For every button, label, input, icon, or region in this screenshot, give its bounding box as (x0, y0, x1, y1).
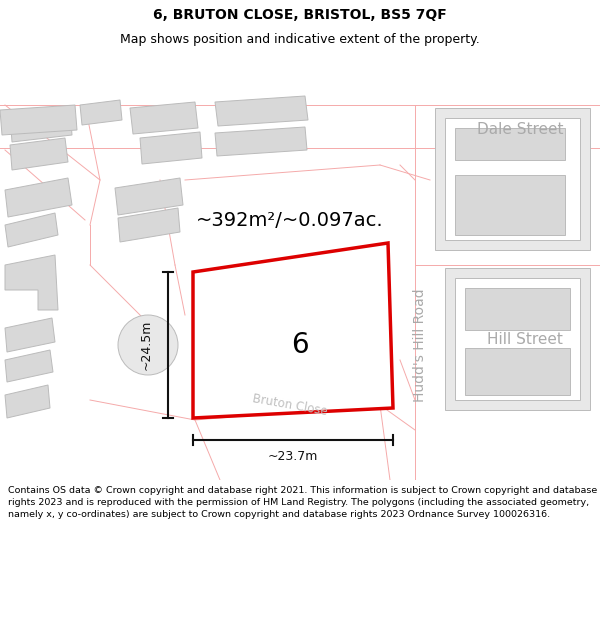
Circle shape (118, 315, 178, 375)
Polygon shape (240, 298, 320, 385)
Polygon shape (445, 268, 590, 410)
Polygon shape (5, 178, 72, 217)
Polygon shape (115, 178, 183, 215)
Polygon shape (140, 132, 202, 164)
Text: 6: 6 (291, 331, 309, 359)
Polygon shape (455, 278, 580, 400)
Polygon shape (465, 348, 570, 395)
Polygon shape (10, 108, 72, 142)
Polygon shape (118, 208, 180, 242)
Text: ~392m²/~0.097ac.: ~392m²/~0.097ac. (196, 211, 384, 229)
Text: Dale Street: Dale Street (477, 122, 563, 138)
Text: ~23.7m: ~23.7m (268, 449, 318, 462)
Text: Hill Street: Hill Street (487, 332, 563, 348)
Polygon shape (215, 127, 307, 156)
Text: Hudd's Hill Road: Hudd's Hill Road (413, 288, 427, 402)
Text: Bruton Close: Bruton Close (251, 392, 328, 418)
Text: Map shows position and indicative extent of the property.: Map shows position and indicative extent… (120, 32, 480, 46)
Polygon shape (10, 138, 68, 170)
Polygon shape (5, 213, 58, 247)
Polygon shape (0, 105, 77, 135)
Polygon shape (455, 175, 565, 235)
Polygon shape (5, 255, 58, 310)
Polygon shape (5, 350, 53, 382)
Polygon shape (5, 385, 50, 418)
Text: 6, BRUTON CLOSE, BRISTOL, BS5 7QF: 6, BRUTON CLOSE, BRISTOL, BS5 7QF (153, 8, 447, 22)
Polygon shape (80, 100, 122, 125)
Polygon shape (435, 108, 590, 250)
Polygon shape (5, 318, 55, 352)
Text: ~24.5m: ~24.5m (139, 320, 152, 370)
Polygon shape (455, 128, 565, 160)
Polygon shape (193, 243, 393, 418)
Polygon shape (215, 96, 308, 126)
Polygon shape (445, 118, 580, 240)
Polygon shape (130, 102, 198, 134)
Polygon shape (465, 288, 570, 330)
Text: Contains OS data © Crown copyright and database right 2021. This information is : Contains OS data © Crown copyright and d… (8, 486, 597, 519)
